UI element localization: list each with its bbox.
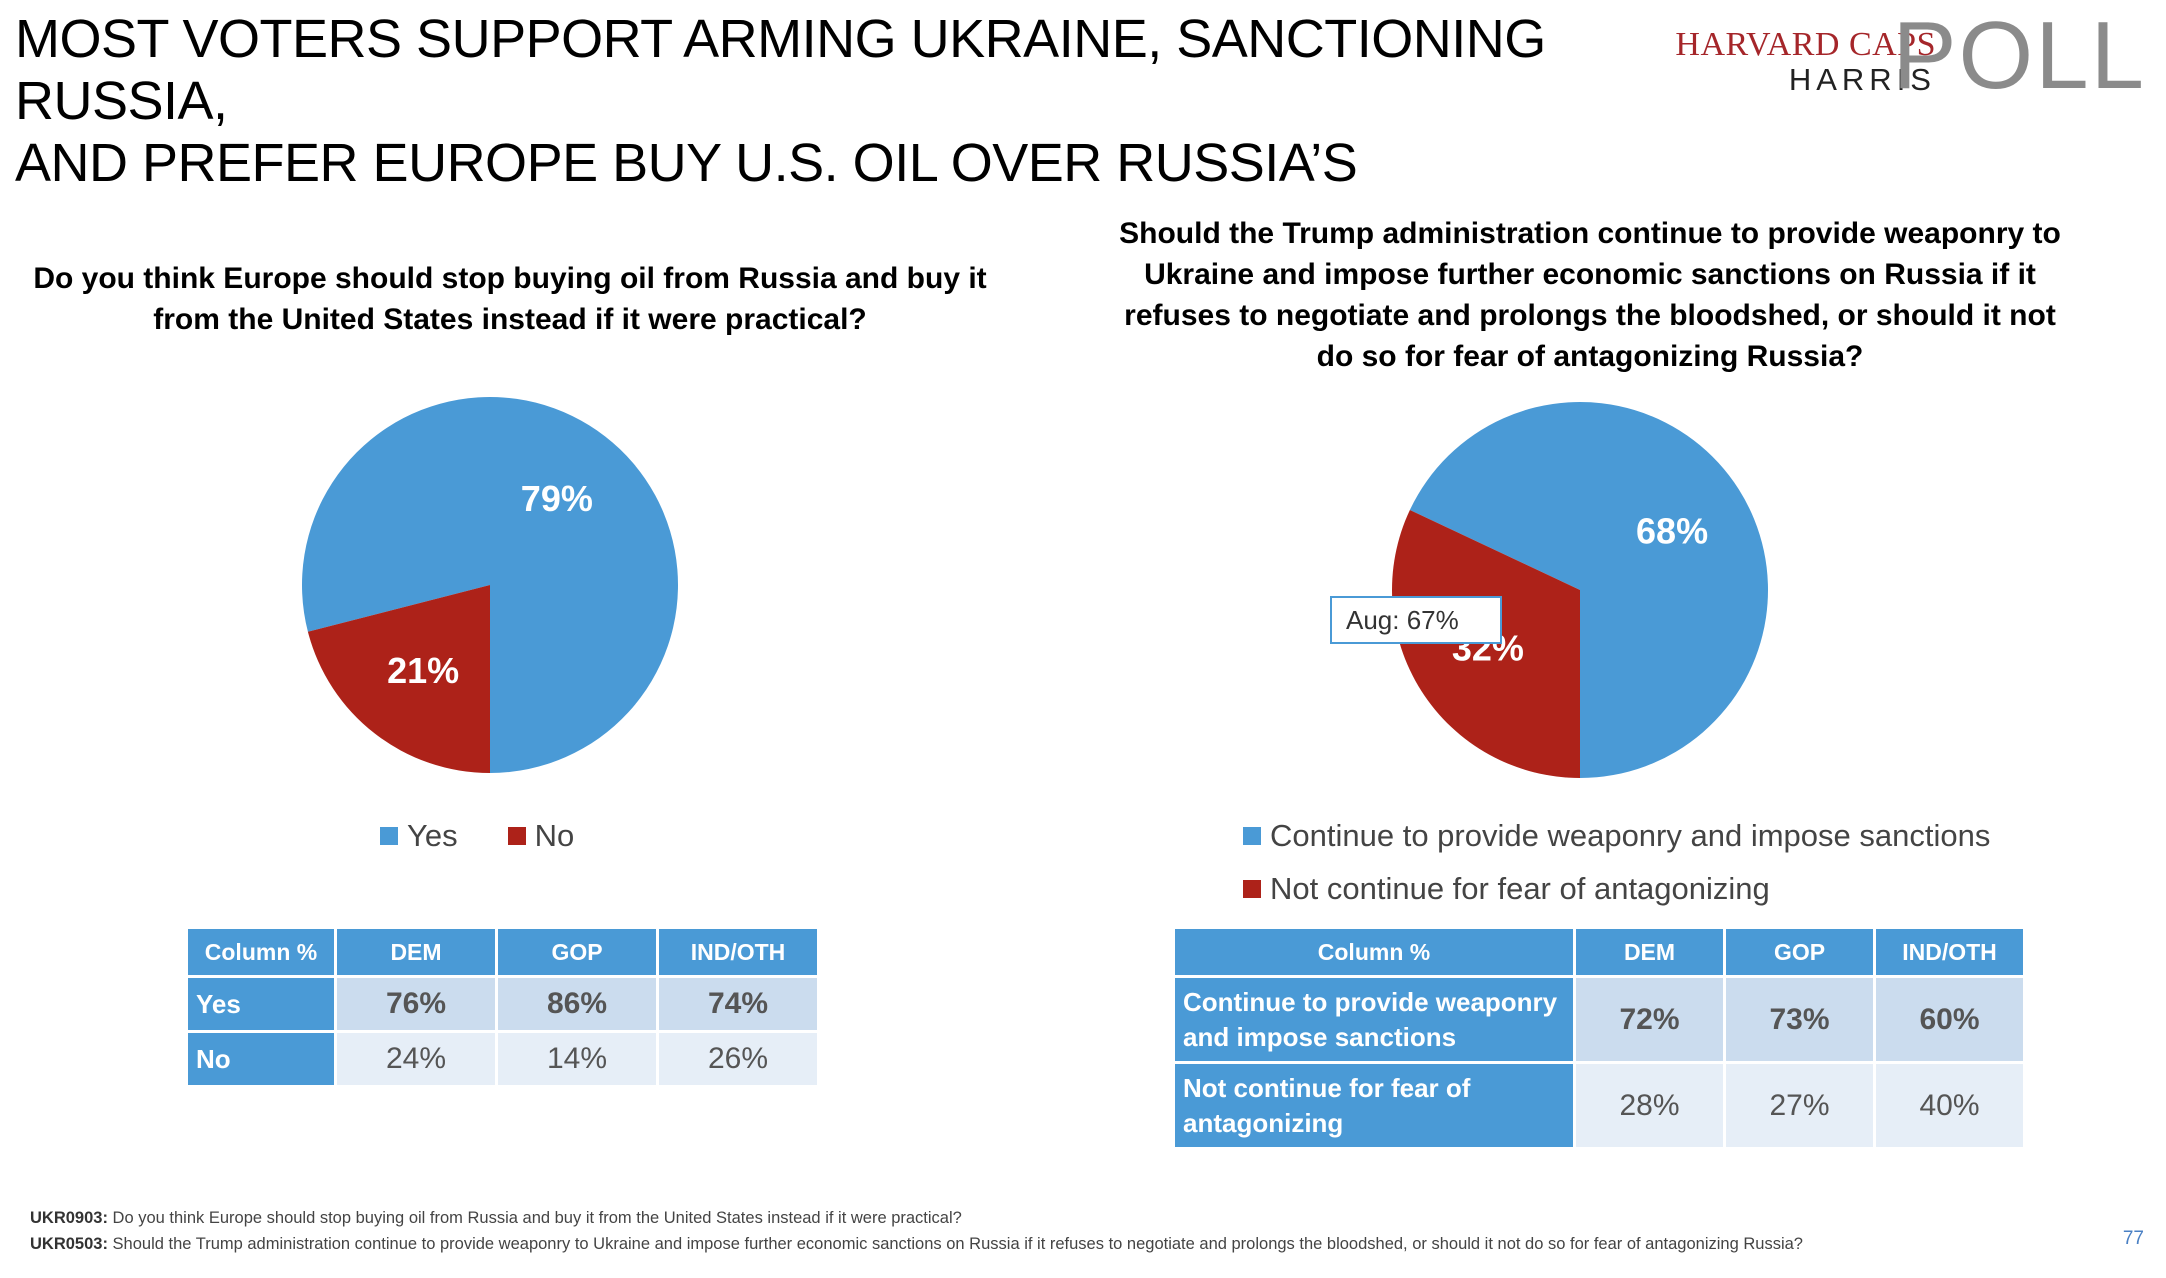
cell-not-continue-ind-oth: 40% [1876, 1064, 2023, 1147]
cell-no-gop: 14% [498, 1033, 656, 1085]
row-label-no: No [188, 1033, 334, 1085]
legend-swatch-yes [380, 827, 398, 845]
left-legend: Yes No [380, 818, 574, 854]
page-title: MOST VOTERS SUPPORT ARMING UKRAINE, SANC… [15, 8, 1655, 194]
header-gop: GOP [1726, 929, 1873, 975]
footnote-text: Should the Trump administration continue… [112, 1235, 1803, 1253]
header-ind-oth: IND/OTH [659, 929, 817, 975]
logo-line-3: POLL [1892, 2, 2146, 109]
legend-item-yes: Yes [380, 818, 458, 854]
cell-no-dem: 24% [337, 1033, 495, 1085]
row-label-continue: Continue to provide weaponry and impose … [1175, 978, 1573, 1061]
header-column-pct: Column % [188, 929, 334, 975]
right-legend: Continue to provide weaponry and impose … [1243, 809, 1990, 915]
legend-swatch-not-continue [1243, 879, 1261, 898]
legend-swatch-continue [1243, 826, 1261, 845]
pie-data-label: 79% [521, 478, 593, 519]
legend-label-no: No [534, 818, 575, 853]
legend-swatch-no [507, 827, 526, 845]
page-number: 77 [2122, 1228, 2144, 1249]
title-line-1: MOST VOTERS SUPPORT ARMING UKRAINE, SANC… [15, 9, 1546, 131]
cell-yes-gop: 86% [498, 978, 656, 1030]
right-question: Should the Trump administration continue… [1119, 217, 2061, 373]
table-header-row: Column % DEM GOP IND/OTH [1175, 929, 2023, 975]
pie-slice-no [307, 585, 490, 773]
table-row: Not continue for fear of antagonizing 28… [1175, 1064, 2023, 1147]
pie-data-label: 21% [387, 650, 459, 691]
header-dem: DEM [1576, 929, 1723, 975]
header-column-pct: Column % [1175, 929, 1573, 975]
cell-yes-ind-oth: 74% [659, 978, 817, 1030]
header-gop: GOP [498, 929, 656, 975]
legend-label-yes: Yes [407, 818, 458, 853]
logo-line-1: HARVARD CAPS [1675, 26, 1936, 63]
row-label-not-continue: Not continue for fear of antagonizing [1175, 1064, 1573, 1147]
footnote-id: UKR0903: [30, 1209, 108, 1227]
footnote-ukr0903: UKR0903: Do you think Europe should stop… [30, 1205, 1803, 1231]
table-row: Yes 76% 86% 74% [188, 978, 817, 1030]
title-line-2: AND PREFER EUROPE BUY U.S. OIL OVER RUSS… [15, 133, 1358, 193]
footnotes: UKR0903: Do you think Europe should stop… [30, 1205, 1803, 1257]
right-pie-chart: 68%32% [1392, 402, 1768, 778]
legend-item-continue: Continue to provide weaponry and impose … [1243, 809, 1990, 862]
row-label-yes: Yes [188, 978, 334, 1030]
table-header-row: Column % DEM GOP IND/OTH [188, 929, 817, 975]
footnote-id: UKR0503: [30, 1235, 108, 1253]
legend-label-not-continue: Not continue for fear of antagonizing [1270, 870, 1770, 906]
pie-data-label: 68% [1636, 511, 1708, 552]
right-crosstab-table: Column % DEM GOP IND/OTH Continue to pro… [1172, 926, 2026, 1150]
left-crosstab-table: Column % DEM GOP IND/OTH Yes 76% 86% 74%… [185, 926, 820, 1088]
aug-comparison-callout: Aug: 67% [1330, 596, 1502, 644]
table-row: Continue to provide weaponry and impose … [1175, 978, 2023, 1061]
footnote-text: Do you think Europe should stop buying o… [112, 1209, 962, 1227]
cell-not-continue-gop: 27% [1726, 1064, 1873, 1147]
logo-line-2: HARRIS [1788, 62, 1936, 97]
legend-label-continue: Continue to provide weaponry and impose … [1270, 817, 1991, 853]
legend-item-not-continue: Not continue for fear of antagonizing [1243, 862, 1990, 915]
cell-continue-gop: 73% [1726, 978, 1873, 1061]
cell-continue-ind-oth: 60% [1876, 978, 2023, 1061]
cell-yes-dem: 76% [337, 978, 495, 1030]
cell-no-ind-oth: 26% [659, 1033, 817, 1085]
footnote-ukr0503: UKR0503: Should the Trump administration… [30, 1231, 1803, 1257]
header-ind-oth: IND/OTH [1876, 929, 2023, 975]
cell-continue-dem: 72% [1576, 978, 1723, 1061]
pie-slice-yes [302, 396, 678, 773]
cell-not-continue-dem: 28% [1576, 1064, 1723, 1147]
harvard-caps-harris-poll-logo: HARVARD CAPS HARRIS POLL [1675, 8, 2146, 104]
left-pie-chart: 79% 21% [302, 396, 678, 773]
pie-slice-continue-to-provide-weaponry-and-impose-sanctions [1409, 402, 1768, 778]
left-question: Do you think Europe should stop buying o… [33, 262, 987, 336]
table-row: No 24% 14% 26% [188, 1033, 817, 1085]
legend-item-no: No [507, 818, 575, 854]
header-dem: DEM [337, 929, 495, 975]
